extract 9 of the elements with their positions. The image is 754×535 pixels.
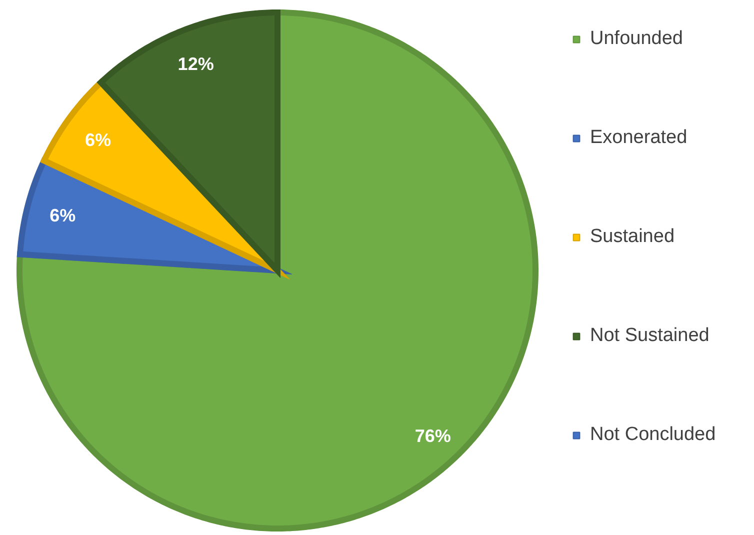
legend-label: Sustained	[590, 226, 675, 248]
data-label: 12%	[178, 54, 214, 74]
legend-label: Exonerated	[590, 127, 688, 149]
data-label: 76%	[414, 426, 451, 446]
legend-label: Not Sustained	[590, 325, 710, 347]
legend-label: Unfounded	[590, 28, 683, 50]
legend-label: Not Concluded	[590, 424, 716, 446]
data-label: 6%	[50, 205, 76, 226]
data-label: 6%	[84, 130, 112, 150]
